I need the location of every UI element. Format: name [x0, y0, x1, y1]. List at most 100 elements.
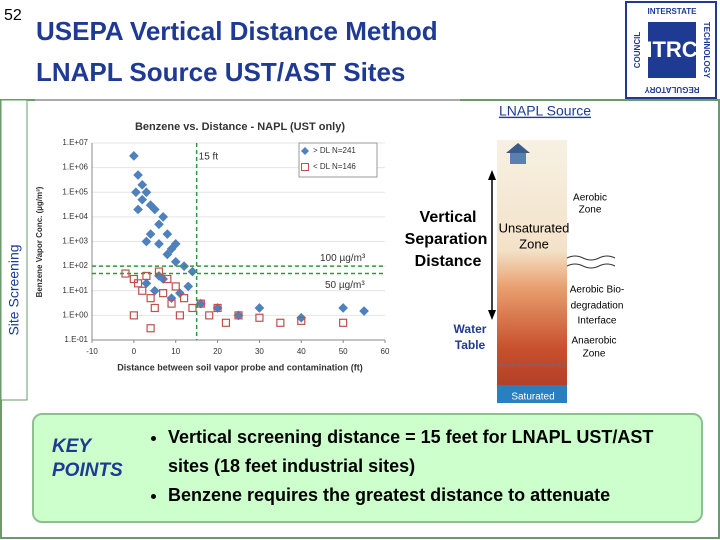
legend-label: > DL N=241 [313, 146, 356, 155]
key-points-heading: KEY POINTS [52, 435, 123, 483]
y-tick-label: 1.E-01 [64, 335, 88, 344]
interface-wave [566, 255, 616, 269]
point [154, 239, 164, 249]
point [137, 179, 148, 190]
chart: Benzene vs. Distance - NAPL (UST only) D… [35, 114, 400, 384]
heading-line: POINTS [52, 460, 123, 481]
logo-text: REGULATORY [644, 85, 700, 94]
y-tick-label: 1.E+02 [62, 261, 88, 270]
logo-text: TECHNOLOGY [702, 22, 711, 79]
y-tick-label: 1.E+05 [62, 187, 88, 196]
point [158, 212, 169, 222]
interface-label: degradation [571, 301, 624, 312]
reference-label: 15 ft [199, 152, 219, 163]
point [141, 278, 152, 289]
point [137, 194, 148, 205]
point [162, 249, 173, 260]
point [205, 311, 214, 320]
point [145, 229, 156, 239]
point [133, 170, 143, 180]
arrow-head [488, 310, 496, 320]
point [129, 311, 138, 320]
point [159, 289, 168, 298]
point [133, 204, 143, 215]
side-label: Site Screening [6, 244, 22, 335]
x-tick-label: 10 [171, 347, 180, 356]
arrow-head [488, 170, 496, 180]
y-axis-label: Benzene Vapor Conc. (µg/m³) [35, 186, 44, 297]
vertical-label: Separation [405, 231, 488, 248]
point [129, 274, 138, 284]
legend-swatch [301, 163, 309, 171]
point [138, 286, 147, 295]
x-tick-label: -10 [86, 347, 98, 356]
reference-label: 100 µg/m³ [320, 253, 366, 264]
point [149, 285, 160, 296]
point [234, 311, 243, 320]
point [339, 318, 348, 327]
reference-label: 50 µg/m³ [325, 280, 365, 291]
point [154, 267, 164, 276]
point [129, 151, 139, 161]
vertical-label: Vertical [420, 209, 477, 226]
house-roof [506, 143, 530, 153]
point [221, 318, 231, 327]
point [167, 299, 176, 308]
diagram-title: LNAPL Source [499, 103, 591, 119]
logo: ITRC INTERSTATE REGULATORY TECHNOLOGY CO… [625, 1, 717, 99]
point [179, 294, 189, 303]
point [254, 303, 265, 313]
point [297, 316, 306, 325]
side-band [0, 99, 28, 401]
x-tick-label: 0 [132, 347, 137, 356]
key-points: KEY POINTS Vertical screening distance =… [32, 413, 703, 523]
y-tick-label: 1.E+06 [62, 163, 88, 172]
x-tick-label: 50 [339, 347, 348, 356]
point [150, 303, 159, 313]
vertical-label: Distance [415, 253, 482, 270]
x-tick-label: 60 [381, 347, 390, 356]
point [175, 311, 184, 320]
point [141, 236, 152, 247]
interface-label: Aerobic Bio- [570, 285, 624, 296]
unsaturated-label: Unsaturated [499, 220, 570, 235]
logo-mark: ITRC [646, 37, 697, 62]
logo-text: COUNCIL [633, 32, 642, 69]
house [510, 152, 526, 164]
soil-column [497, 140, 567, 385]
heading-line: KEY [52, 436, 92, 457]
point [170, 239, 181, 249]
x-axis-label: Distance between soil vapor probe and co… [117, 362, 363, 372]
unsaturated-label: Zone [519, 236, 549, 251]
x-tick-label: 20 [213, 347, 222, 356]
water-table-label: Water [454, 322, 487, 336]
logo-text: INTERSTATE [647, 7, 697, 16]
legend-box [298, 142, 378, 178]
point [196, 299, 205, 308]
y-tick-label: 1.E+00 [62, 310, 88, 319]
x-tick-label: 40 [297, 347, 306, 356]
point [170, 256, 181, 267]
water-table-label: Table [455, 338, 486, 352]
point [213, 303, 222, 313]
point [146, 294, 155, 303]
point [338, 303, 348, 313]
legend-swatch [301, 147, 309, 155]
point [163, 274, 172, 284]
point [183, 281, 194, 292]
title-line: USEPA Vertical Distance Method [36, 16, 438, 46]
point [131, 187, 141, 198]
point [171, 282, 180, 291]
y-tick-label: 1.E+04 [62, 212, 88, 221]
anaerobic-label: Zone [583, 349, 606, 360]
y-tick-label: 1.E+01 [62, 286, 88, 295]
point [149, 204, 160, 215]
point [276, 318, 285, 327]
anaerobic-label: Anaerobic [571, 336, 616, 347]
x-tick-label: 30 [255, 347, 264, 356]
point [359, 306, 369, 316]
bullet-list: Vertical screening distance = 15 feet fo… [144, 423, 668, 510]
saturated-zone [497, 385, 567, 403]
y-tick-label: 1.E+07 [62, 138, 88, 147]
